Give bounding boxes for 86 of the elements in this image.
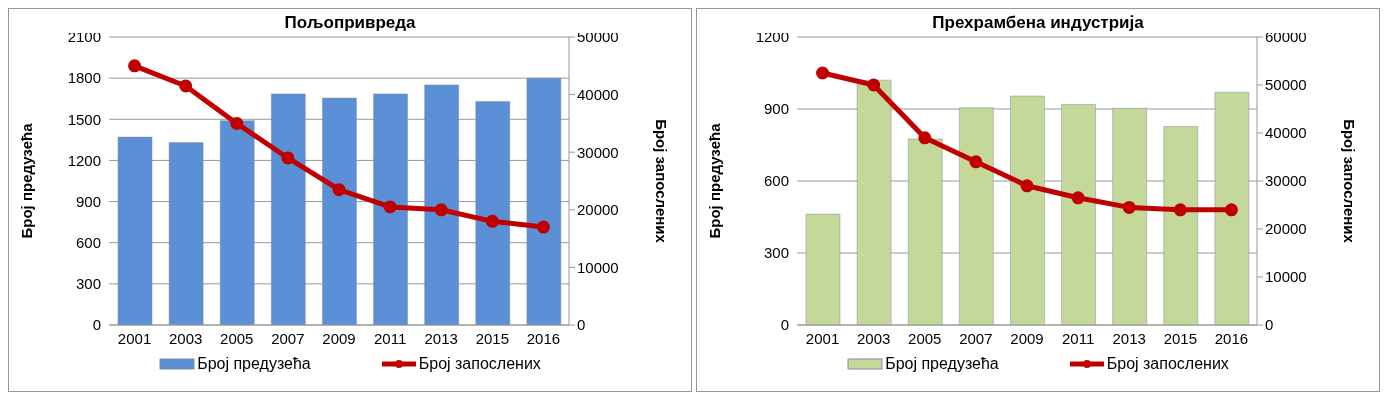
- y-tick-label: 1500: [67, 110, 101, 128]
- x-tick-label: 2009: [1010, 329, 1044, 347]
- x-tick-label: 2013: [424, 329, 458, 347]
- x-tick-label: 2007: [271, 329, 305, 347]
- bar: [1061, 104, 1096, 325]
- point: [230, 116, 244, 130]
- y2-tick-label: 40000: [577, 85, 619, 103]
- point: [332, 183, 346, 197]
- bar: [1010, 95, 1045, 325]
- x-tick-label: 2003: [856, 329, 891, 347]
- point: [1224, 203, 1238, 217]
- y-axis-title: Број предузећа: [18, 122, 36, 239]
- y-tick-label: 600: [75, 234, 101, 252]
- y2-tick-label: 20000: [577, 201, 619, 219]
- x-tick-label: 2005: [220, 329, 254, 347]
- x-tick-label: 2016: [1214, 329, 1249, 347]
- chart-title: Пољопривреда: [284, 13, 416, 32]
- x-tick-label: 2011: [1061, 329, 1095, 347]
- y2-tick-label: 0: [577, 316, 586, 334]
- y-tick-label: 900: [75, 192, 101, 210]
- bar: [526, 77, 562, 325]
- y-tick-label: 300: [763, 244, 789, 262]
- bar: [271, 93, 306, 325]
- y2-axis-title: Број запослених: [652, 119, 670, 244]
- bar: [805, 213, 841, 325]
- bar: [959, 107, 994, 325]
- legend-label: Број предузећа: [885, 355, 999, 373]
- y2-tick-label: 10000: [1265, 268, 1307, 286]
- y2-tick-label: 40000: [1265, 124, 1307, 142]
- y-tick-label: 0: [780, 316, 789, 334]
- x-tick-label: 2001: [805, 329, 840, 347]
- point: [1173, 203, 1187, 217]
- y2-tick-label: 10000: [577, 258, 619, 276]
- y-tick-label: 1800: [67, 69, 101, 87]
- point: [1020, 179, 1034, 193]
- bar: [168, 142, 204, 325]
- y2-tick-label: 20000: [1265, 220, 1307, 238]
- point: [434, 203, 448, 217]
- bar: [907, 138, 943, 325]
- y-tick-label: 600: [763, 172, 789, 190]
- y2-tick-label: 30000: [1265, 172, 1307, 190]
- bar: [856, 79, 892, 325]
- bar: [219, 120, 255, 325]
- point: [281, 151, 295, 165]
- x-tick-label: 2003: [168, 329, 203, 347]
- y2-tick-label: 50000: [1265, 76, 1307, 94]
- x-tick-label: 2009: [322, 329, 356, 347]
- bar: [475, 101, 511, 325]
- point: [816, 66, 830, 80]
- x-tick-label: 2005: [908, 329, 942, 347]
- chart-title: Прехрамбена индустрија: [932, 13, 1144, 32]
- y-tick-label: 900: [763, 100, 789, 118]
- y2-tick-label: 30000: [577, 143, 619, 161]
- x-tick-label: 2001: [117, 329, 152, 347]
- point: [867, 78, 881, 92]
- x-tick-label: 2016: [526, 329, 561, 347]
- point: [969, 155, 983, 169]
- bar: [424, 84, 459, 325]
- y-tick-label: 300: [75, 275, 101, 293]
- bar: [1214, 91, 1250, 325]
- bar: [373, 93, 408, 325]
- point: [179, 79, 193, 93]
- x-tick-label: 2011: [373, 329, 407, 347]
- y-tick-label: 1200: [67, 151, 101, 169]
- y-tick-label: 0: [92, 316, 101, 334]
- point: [128, 59, 142, 73]
- bar: [1112, 108, 1147, 325]
- point: [536, 220, 550, 234]
- legend-label: Број запослених: [1106, 355, 1229, 373]
- y2-tick-label: 0: [1265, 316, 1274, 334]
- legend-label: Број предузећа: [197, 355, 311, 373]
- point: [918, 131, 932, 145]
- bar: [117, 136, 153, 325]
- x-tick-label: 2013: [1112, 329, 1146, 347]
- x-tick-label: 2015: [1163, 329, 1198, 347]
- point: [1122, 200, 1136, 214]
- point: [1071, 191, 1085, 205]
- bar: [1163, 126, 1199, 325]
- y-axis-title: Број предузећа: [706, 122, 724, 239]
- x-tick-label: 2015: [475, 329, 510, 347]
- y2-axis-title: Број запослених: [1340, 119, 1358, 244]
- point: [485, 214, 499, 228]
- x-tick-label: 2007: [959, 329, 993, 347]
- bar: [322, 97, 357, 325]
- legend-label: Број запослених: [418, 355, 541, 373]
- point: [383, 200, 397, 214]
